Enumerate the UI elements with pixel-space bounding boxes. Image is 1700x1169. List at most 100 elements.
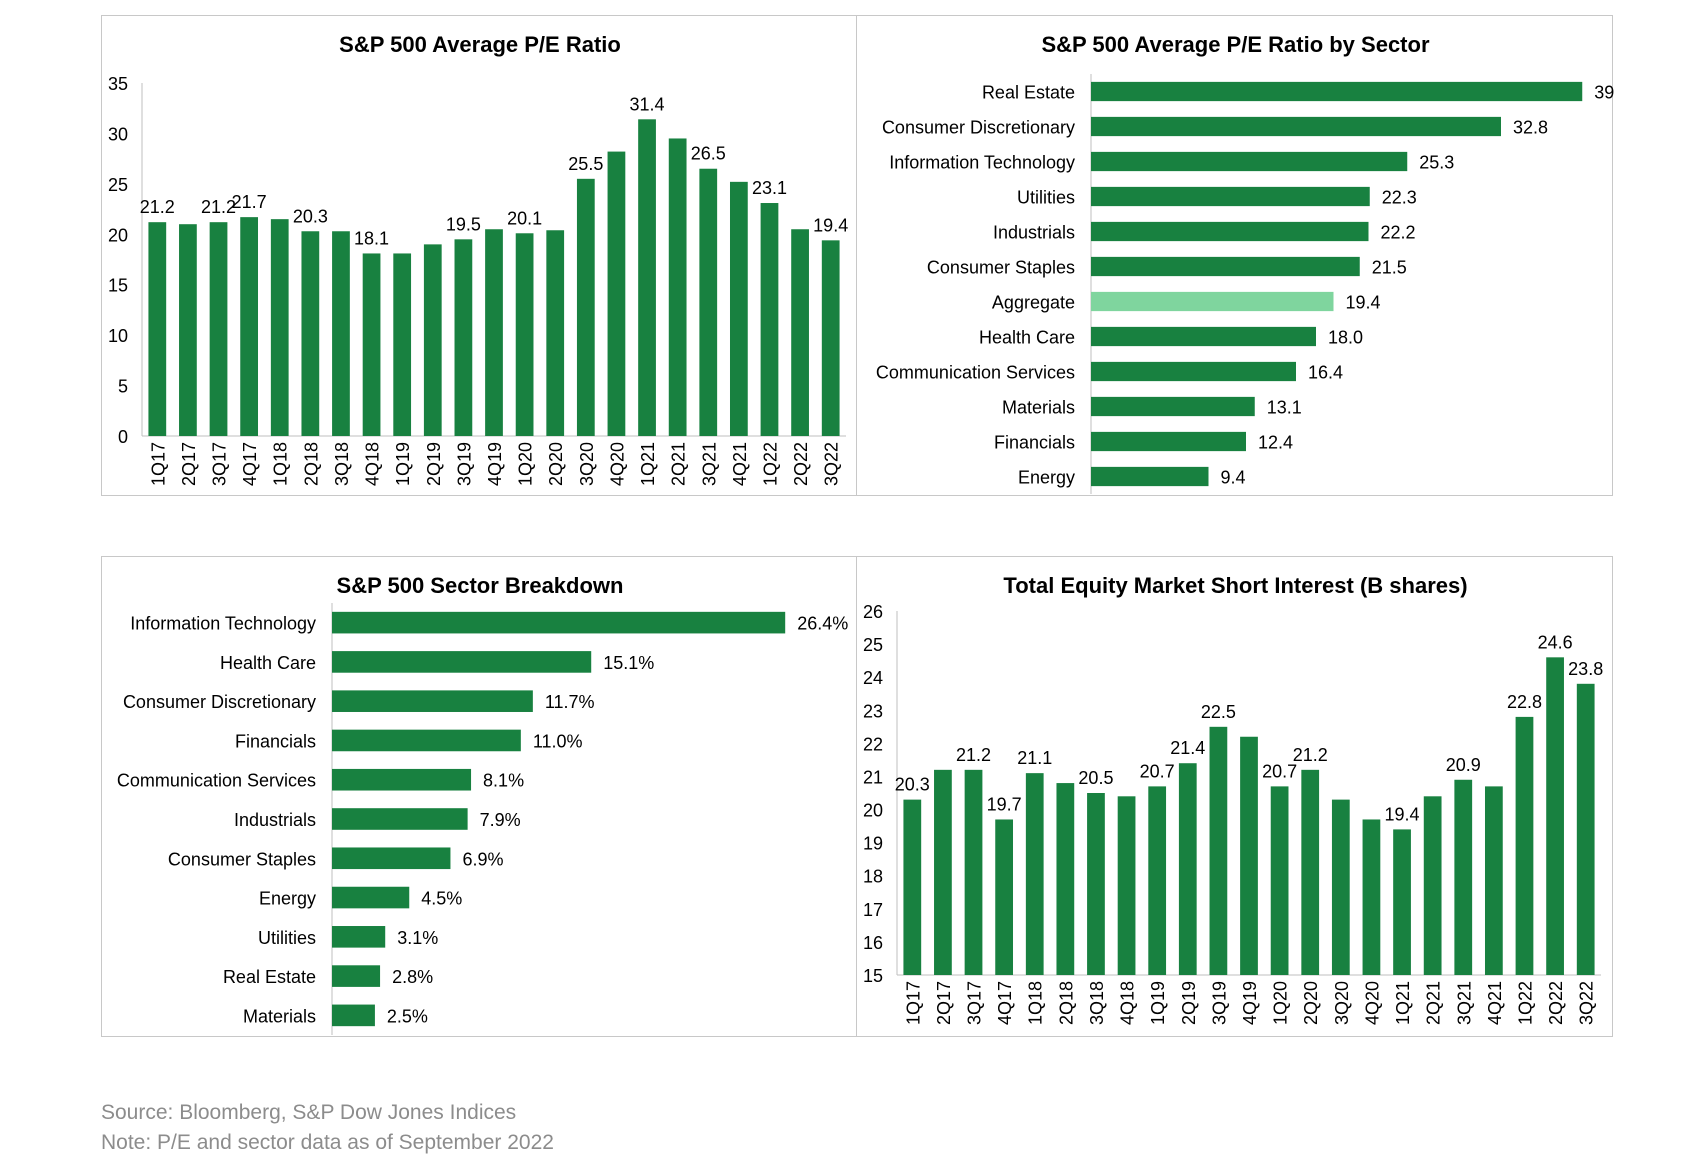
bar: [1056, 783, 1075, 975]
bar: [301, 231, 320, 436]
data-label: 18.1: [354, 228, 389, 248]
bar: [148, 222, 167, 436]
data-label: 18.0: [1328, 328, 1363, 348]
data-label: 26.5: [691, 144, 726, 164]
x-tick-label: 3Q17: [965, 981, 985, 1025]
y-tick-label: 10: [108, 326, 128, 346]
data-label: 11.7%: [545, 692, 595, 712]
bar: [1091, 396, 1255, 417]
x-tick-label: 1Q21: [638, 442, 658, 486]
data-label: 4.5%: [421, 889, 462, 909]
bar: [1117, 796, 1136, 975]
category-label: Information Technology: [130, 614, 316, 634]
bar: [332, 231, 350, 436]
data-note: Note: P/E and sector data as of Septembe…: [101, 1131, 554, 1154]
x-tick-label: 3Q21: [1454, 981, 1474, 1025]
bar: [760, 203, 779, 436]
x-tick-label: 1Q19: [393, 442, 413, 486]
category-label: Utilities: [1017, 188, 1075, 208]
bar: [332, 847, 451, 870]
bar: [1240, 736, 1258, 975]
category-label: Materials: [243, 1006, 316, 1026]
bar: [362, 253, 381, 436]
x-tick-label: 4Q19: [1240, 981, 1260, 1025]
x-tick-label: 2Q21: [669, 442, 689, 486]
x-tick-label: 3Q18: [1087, 981, 1107, 1025]
category-label: Consumer Staples: [168, 849, 316, 869]
data-label: 6.9%: [462, 849, 503, 869]
data-label: 22.2: [1381, 223, 1416, 243]
x-tick-label: 2Q19: [424, 442, 444, 486]
x-tick-label: 3Q18: [332, 442, 352, 486]
y-tick-label: 21: [863, 767, 883, 787]
bar: [1301, 769, 1320, 975]
chart-title: S&P 500 Average P/E Ratio: [339, 32, 621, 57]
x-tick-label: 1Q20: [1271, 981, 1291, 1025]
bar: [791, 229, 809, 436]
bar: [903, 799, 922, 975]
bar: [1454, 779, 1473, 975]
category-label: Financials: [994, 433, 1075, 453]
bar: [1091, 466, 1209, 487]
bar: [821, 240, 840, 436]
x-tick-label: 4Q21: [730, 442, 750, 486]
data-label: 12.4: [1258, 433, 1293, 453]
y-tick-label: 15: [108, 276, 128, 296]
bar: [1546, 657, 1564, 975]
x-tick-label: 1Q17: [148, 442, 168, 486]
category-label: Consumer Staples: [927, 258, 1075, 278]
y-tick-label: 5: [118, 377, 128, 397]
category-label: Health Care: [979, 328, 1075, 348]
data-label: 20.5: [1078, 768, 1113, 788]
x-tick-label: 1Q17: [903, 981, 923, 1025]
y-tick-label: 35: [108, 74, 128, 94]
data-label: 31.4: [630, 94, 665, 114]
category-label: Information Technology: [889, 153, 1075, 173]
bar: [332, 886, 410, 909]
chart-title: Total Equity Market Short Interest (B sh…: [1003, 573, 1467, 598]
x-tick-label: 2Q21: [1424, 981, 1444, 1025]
x-tick-label: 1Q18: [1026, 981, 1046, 1025]
data-label: 19.5: [446, 214, 481, 234]
x-tick-label: 1Q20: [516, 442, 536, 486]
bar: [1148, 786, 1167, 975]
bar: [638, 119, 656, 437]
data-label: 13.1: [1267, 398, 1302, 418]
x-tick-label: 2Q17: [934, 981, 954, 1025]
x-tick-label: 1Q22: [1515, 981, 1535, 1025]
x-tick-label: 1Q18: [271, 442, 291, 486]
x-tick-label: 2Q22: [1546, 981, 1566, 1025]
category-label: Financials: [235, 731, 316, 751]
bar: [1484, 786, 1503, 975]
data-label: 19.4: [1385, 804, 1420, 824]
bar: [332, 808, 468, 830]
bar: [332, 651, 592, 673]
x-tick-label: 3Q17: [210, 442, 230, 486]
data-label: 21.2: [201, 197, 236, 217]
short-interest-chart: Total Equity Market Short Interest (B sh…: [863, 573, 1603, 1025]
x-tick-label: 3Q20: [1332, 981, 1352, 1025]
bar: [1423, 796, 1442, 975]
bar: [1091, 361, 1296, 382]
bar: [332, 729, 521, 752]
bar: [179, 224, 197, 436]
bar: [1091, 326, 1316, 347]
x-tick-label: 4Q20: [607, 442, 627, 486]
data-label: 20.9: [1446, 755, 1481, 775]
data-label: 22.3: [1382, 188, 1417, 208]
bar: [699, 168, 718, 436]
bar: [546, 230, 565, 436]
data-label: 16.4: [1308, 363, 1343, 383]
y-tick-label: 25: [108, 175, 128, 195]
sector-breakdown-chart: S&P 500 Sector Breakdown Information Tech…: [117, 573, 848, 1035]
y-tick-label: 20: [108, 225, 128, 245]
bar: [1091, 116, 1501, 137]
bar: [1331, 799, 1350, 975]
x-tick-label: 4Q17: [995, 981, 1015, 1025]
category-label: Real Estate: [982, 83, 1075, 103]
x-tick-label: 2Q17: [179, 442, 199, 486]
bar: [515, 233, 534, 436]
pe-by-sector-chart: S&P 500 Average P/E Ratio by Sector Real …: [876, 32, 1614, 494]
bar: [332, 611, 786, 634]
bar: [332, 690, 533, 712]
